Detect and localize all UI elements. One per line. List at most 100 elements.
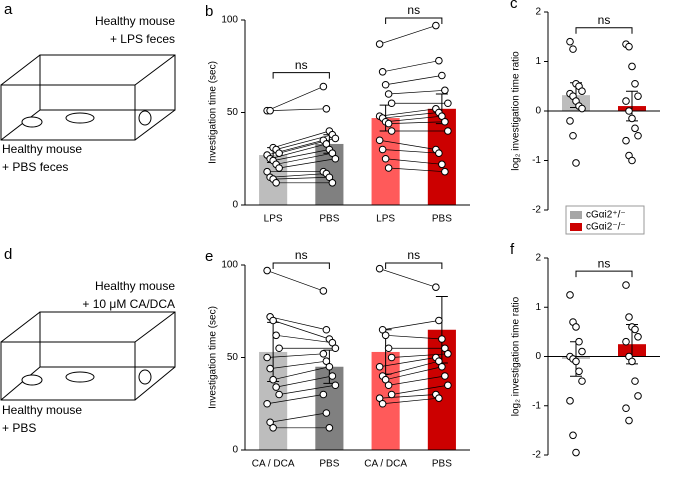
diagram-label: Healthy mouse <box>95 279 175 293</box>
data-point <box>266 106 274 115</box>
data-point <box>263 399 271 408</box>
data-point <box>631 325 639 334</box>
pair-line <box>385 158 442 165</box>
significance-bracket <box>272 262 330 269</box>
data-point <box>634 333 642 341</box>
data-point <box>375 40 384 48</box>
x-tick-label: PBS <box>432 214 452 225</box>
data-point <box>566 397 574 405</box>
data-point <box>325 362 334 371</box>
data-point <box>625 416 633 425</box>
pair-line <box>273 130 330 148</box>
pair-line <box>279 384 336 395</box>
diagram-label: Healthy mouse <box>2 142 82 156</box>
significance-bracket <box>385 262 443 269</box>
pair-line <box>279 158 336 169</box>
data-point <box>441 167 449 176</box>
data-point <box>381 154 390 163</box>
diagram-a-box <box>0 54 176 141</box>
data-point <box>634 131 642 140</box>
data-point <box>628 114 636 123</box>
y-tick-label: 100 <box>221 260 238 271</box>
significance-label: ns <box>295 58 308 72</box>
data-point <box>578 87 586 95</box>
data-point <box>622 337 630 346</box>
data-point <box>634 92 642 100</box>
data-point <box>572 159 580 167</box>
significance-label: ns <box>598 256 611 270</box>
pair-line <box>273 320 330 340</box>
data-point <box>387 390 396 399</box>
y-tick-label: -1 <box>532 155 541 166</box>
data-point <box>444 127 452 135</box>
data-point <box>628 156 636 165</box>
pair-line <box>276 152 333 165</box>
data-point <box>378 145 387 154</box>
pair-line <box>273 149 330 161</box>
y-tick-label: 100 <box>221 15 238 26</box>
y-tick-label: 1 <box>535 56 541 67</box>
significance-bracket <box>575 27 633 34</box>
pair-line <box>382 112 439 119</box>
y-tick-label: 50 <box>227 352 239 363</box>
data-point <box>631 79 639 88</box>
diagram-label: + PBS <box>2 421 36 435</box>
data-point <box>432 21 440 30</box>
y-tick-label: 50 <box>227 107 239 118</box>
pair-line <box>385 334 442 340</box>
significance-bracket <box>385 17 443 24</box>
pair-line <box>266 86 324 111</box>
y-tick-label: 0 <box>535 351 541 362</box>
data-point <box>272 331 280 340</box>
data-point <box>384 90 393 98</box>
data-point <box>628 357 636 366</box>
data-point <box>328 372 337 380</box>
data-point <box>432 283 440 292</box>
panel-letter: f <box>510 241 515 258</box>
x-tick-label: PBS <box>432 459 452 470</box>
legend-swatch <box>570 211 582 219</box>
pair-line <box>391 353 448 358</box>
y-tick-label: 2 <box>535 253 541 264</box>
panel-letter: b <box>205 3 213 20</box>
y-axis-label: log₂ investigation time ratio <box>511 51 522 171</box>
pair-line <box>273 366 330 381</box>
data-point <box>272 383 280 391</box>
pair-line <box>379 25 436 45</box>
pair-line <box>276 334 333 344</box>
data-point <box>319 350 328 358</box>
x-tick-label: LPS <box>376 214 395 225</box>
pair-line <box>379 268 436 288</box>
data-point <box>441 117 449 126</box>
pair-line <box>267 270 324 292</box>
data-point <box>272 179 280 187</box>
pair-line <box>379 139 436 150</box>
significance-label: ns <box>598 13 611 27</box>
pair-line <box>276 375 333 388</box>
legend-label: cGαi2⁻/⁻ <box>586 222 626 233</box>
data-point <box>381 80 390 89</box>
pair-line <box>273 176 330 180</box>
data-point <box>269 375 277 384</box>
data-point <box>378 399 387 408</box>
bar <box>427 108 456 205</box>
pair-line <box>270 360 327 369</box>
data-point <box>569 131 577 140</box>
x-tick-label: PBS <box>319 214 339 225</box>
diagram-label: Healthy mouse <box>95 14 175 28</box>
x-tick-label: LPS <box>264 214 283 225</box>
data-point <box>375 264 384 273</box>
data-point <box>569 45 577 53</box>
data-point <box>569 431 577 440</box>
y-tick-label: 2 <box>535 7 541 18</box>
diagram-label: + 10 μM CA/DCA <box>82 297 175 311</box>
significance-label: ns <box>407 3 420 17</box>
pair-line <box>382 360 439 377</box>
significance-label: ns <box>295 248 308 262</box>
pair-line <box>382 320 439 331</box>
data-point <box>266 364 274 373</box>
data-point <box>322 325 331 334</box>
data-point <box>375 362 384 371</box>
data-point <box>328 179 337 187</box>
data-point <box>381 331 390 340</box>
